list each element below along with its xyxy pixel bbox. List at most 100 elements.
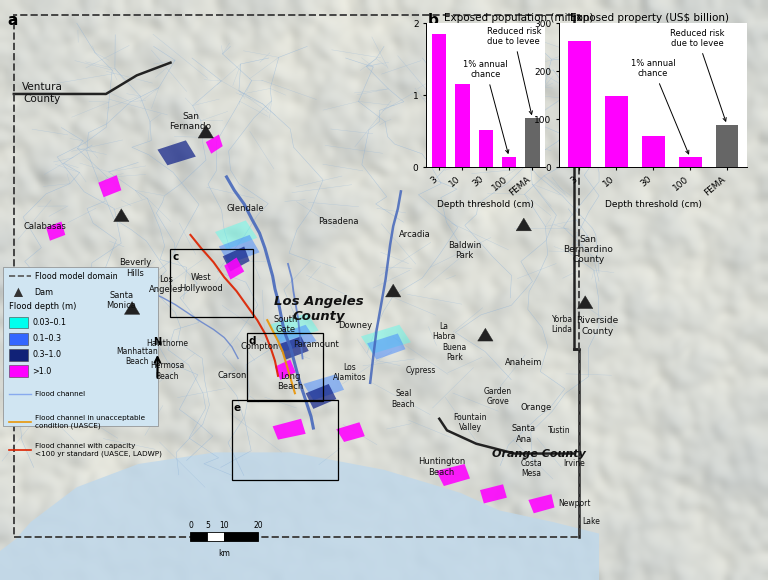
Text: N: N xyxy=(154,338,161,347)
Text: 5: 5 xyxy=(205,520,210,530)
Text: Dam: Dam xyxy=(35,288,54,297)
Text: Compton: Compton xyxy=(240,342,279,351)
Text: Arcadia: Arcadia xyxy=(399,230,431,239)
Text: Los Angeles
County: Los Angeles County xyxy=(274,295,363,322)
Text: Paramount: Paramount xyxy=(293,340,339,349)
Text: Yorba
Linda: Yorba Linda xyxy=(551,315,573,335)
Text: Newport: Newport xyxy=(558,499,591,508)
Text: Flood depth (m): Flood depth (m) xyxy=(9,302,77,311)
Bar xyxy=(642,136,664,167)
Polygon shape xyxy=(528,494,554,513)
Text: Garden
Grove: Garden Grove xyxy=(484,387,511,407)
Polygon shape xyxy=(303,374,344,400)
Text: Fountain
Valley: Fountain Valley xyxy=(453,412,487,432)
Text: Flood channel with capacity
<100 yr standard (UASCE, LADWP): Flood channel with capacity <100 yr stan… xyxy=(35,443,161,457)
Bar xyxy=(224,532,258,541)
Bar xyxy=(679,157,701,167)
Text: San
Fernando: San Fernando xyxy=(170,112,211,132)
Text: 0: 0 xyxy=(188,520,193,530)
Text: Ventura
County: Ventura County xyxy=(22,82,63,104)
X-axis label: Depth threshold (cm): Depth threshold (cm) xyxy=(437,200,535,209)
Text: Beverly
Hills: Beverly Hills xyxy=(119,258,151,278)
Text: Orange: Orange xyxy=(521,403,551,412)
Text: Irvine: Irvine xyxy=(564,459,585,469)
Polygon shape xyxy=(273,419,306,440)
Polygon shape xyxy=(275,360,296,380)
Polygon shape xyxy=(198,125,214,138)
Polygon shape xyxy=(269,313,319,342)
Text: Glendale: Glendale xyxy=(227,204,264,213)
Bar xyxy=(605,96,627,167)
Text: Costa
Mesa: Costa Mesa xyxy=(521,459,542,478)
Text: Santa
Ana: Santa Ana xyxy=(511,424,536,444)
Polygon shape xyxy=(336,422,365,442)
X-axis label: Depth threshold (cm): Depth threshold (cm) xyxy=(604,200,702,209)
Text: c: c xyxy=(172,252,178,262)
FancyBboxPatch shape xyxy=(9,333,28,345)
Text: Los
Alamitos: Los Alamitos xyxy=(333,362,366,382)
FancyBboxPatch shape xyxy=(3,267,158,426)
Text: Hermosa
Beach: Hermosa Beach xyxy=(151,361,184,381)
Text: Riverside
County: Riverside County xyxy=(576,316,619,336)
Polygon shape xyxy=(124,302,140,314)
Text: 1% annual
chance: 1% annual chance xyxy=(631,59,689,154)
Text: a: a xyxy=(8,13,18,28)
Text: 0.03–0.1: 0.03–0.1 xyxy=(32,318,66,327)
Bar xyxy=(190,532,207,541)
Text: Flood channel in unacceptable
condition (UASCE): Flood channel in unacceptable condition … xyxy=(35,415,144,429)
Text: Buena
Park: Buena Park xyxy=(442,343,467,362)
Polygon shape xyxy=(14,288,23,297)
Text: Tustin: Tustin xyxy=(548,426,571,435)
Polygon shape xyxy=(206,135,223,154)
Text: 0.3–1.0: 0.3–1.0 xyxy=(32,350,61,360)
Text: Downey: Downey xyxy=(338,321,372,331)
Bar xyxy=(455,84,470,167)
Bar xyxy=(525,118,540,167)
Polygon shape xyxy=(436,464,470,486)
Text: Carson: Carson xyxy=(217,371,247,380)
Bar xyxy=(568,41,591,167)
Text: b: b xyxy=(428,13,439,28)
Text: Hawthorne: Hawthorne xyxy=(147,339,188,348)
Bar xyxy=(207,532,224,541)
Text: d: d xyxy=(249,336,257,346)
Bar xyxy=(432,34,446,167)
Polygon shape xyxy=(367,334,406,360)
Text: Manhattan
Beach: Manhattan Beach xyxy=(116,347,157,367)
Text: South
Gate: South Gate xyxy=(273,315,298,335)
Polygon shape xyxy=(480,484,507,503)
Text: West
Hollywood: West Hollywood xyxy=(180,273,223,293)
Text: Long
Beach: Long Beach xyxy=(277,372,303,392)
Polygon shape xyxy=(46,222,65,241)
Text: Flood channel: Flood channel xyxy=(35,392,84,397)
Bar xyxy=(716,125,738,167)
Text: km: km xyxy=(218,549,230,559)
Bar xyxy=(14,14,579,536)
Polygon shape xyxy=(223,246,250,271)
Text: Los
Angeles: Los Angeles xyxy=(149,274,183,294)
Polygon shape xyxy=(306,384,336,409)
Bar xyxy=(478,130,493,167)
Polygon shape xyxy=(0,452,599,580)
Polygon shape xyxy=(478,328,493,341)
Text: Exposed property (US$ billion): Exposed property (US$ billion) xyxy=(570,13,729,23)
Polygon shape xyxy=(516,218,531,231)
Bar xyxy=(232,400,338,480)
FancyBboxPatch shape xyxy=(9,317,28,328)
FancyBboxPatch shape xyxy=(9,365,28,377)
Polygon shape xyxy=(98,175,121,197)
Text: >1.0: >1.0 xyxy=(32,367,51,376)
Text: Cypress: Cypress xyxy=(406,365,436,375)
Text: Seal
Beach: Seal Beach xyxy=(392,389,415,409)
Text: e: e xyxy=(233,403,240,413)
Polygon shape xyxy=(275,325,316,351)
Text: Pasadena: Pasadena xyxy=(318,217,358,226)
Polygon shape xyxy=(361,325,411,354)
Text: 1% annual
chance: 1% annual chance xyxy=(463,60,509,153)
Text: La
Habra: La Habra xyxy=(432,322,455,342)
FancyBboxPatch shape xyxy=(9,349,28,361)
Polygon shape xyxy=(114,209,129,222)
Bar xyxy=(502,157,516,167)
Text: Lake: Lake xyxy=(582,517,601,527)
Polygon shape xyxy=(578,296,593,309)
